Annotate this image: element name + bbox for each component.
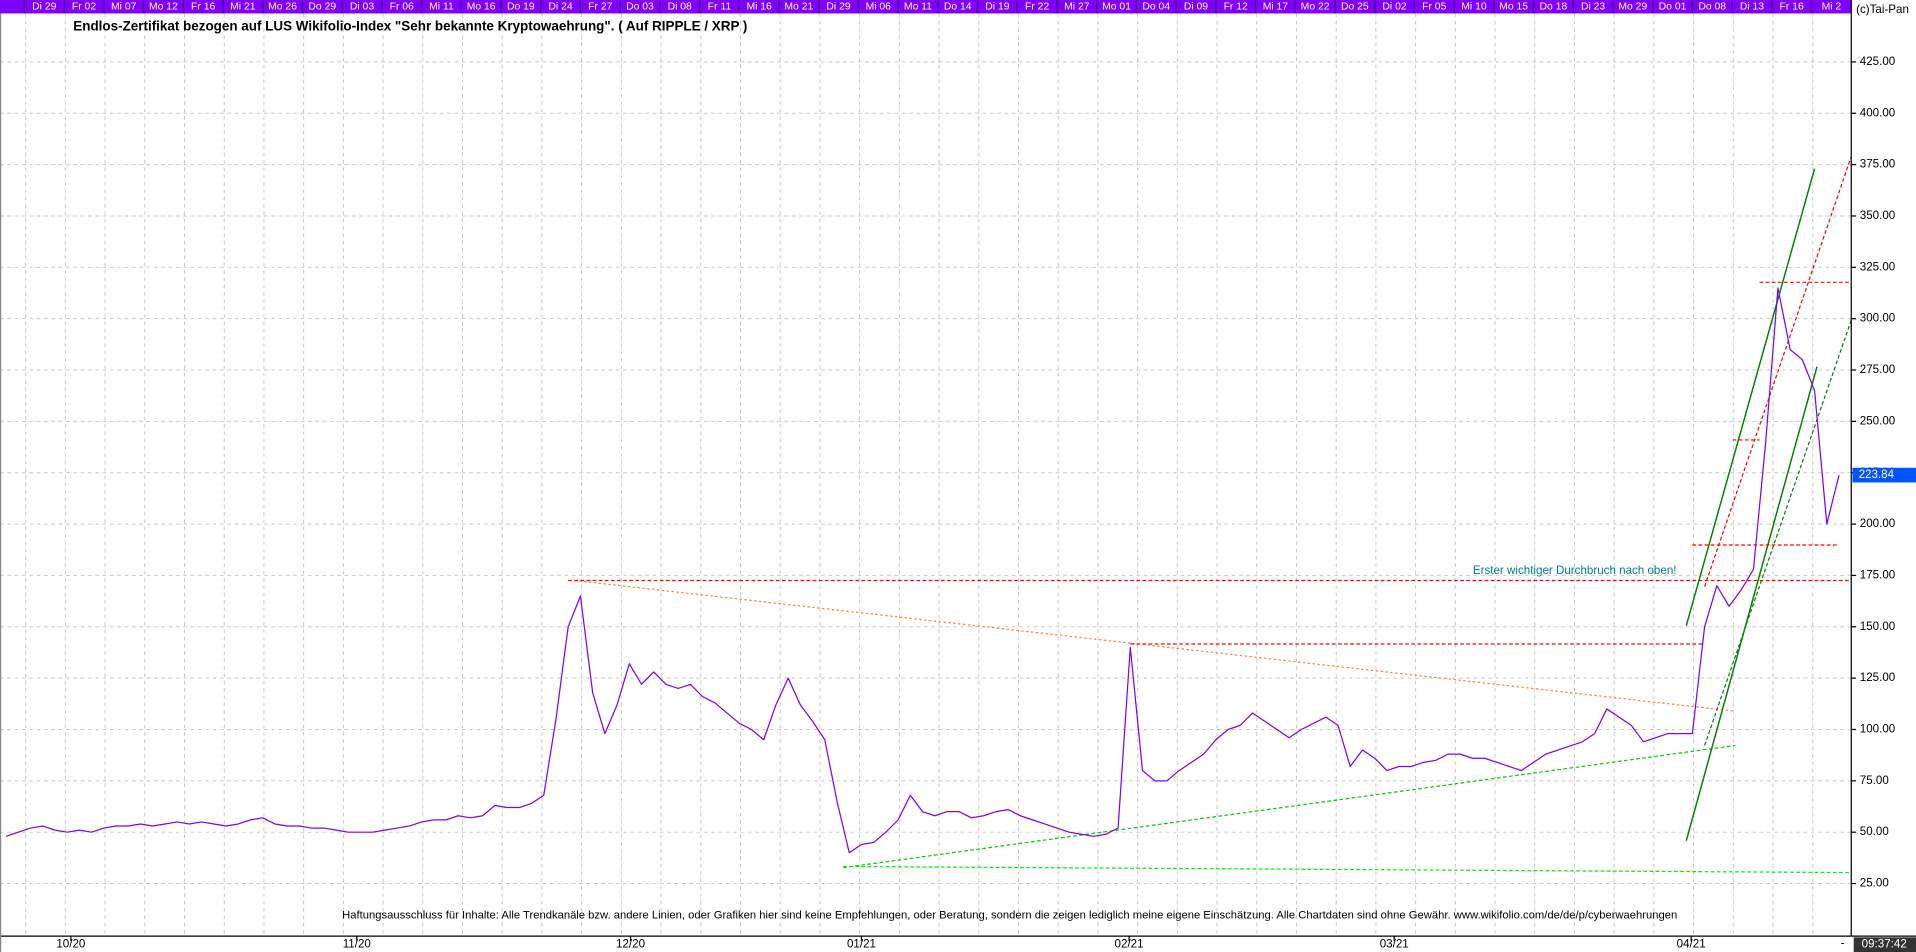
trend-line [1704,156,1852,587]
y-tick-label: 200.00 [1860,517,1895,530]
trend-line [574,579,1736,712]
y-tick-label: 300.00 [1860,312,1895,325]
top-date-label: Mo 21 [784,1,813,12]
last-value-label: 223.84 [1859,468,1895,481]
top-date-label: Fr 06 [390,1,414,12]
y-tick-label: 375.00 [1860,158,1895,171]
y-tick-label: 150.00 [1860,620,1895,633]
trend-lines [568,156,1852,874]
y-tick-label: 350.00 [1860,209,1895,222]
top-date-label: Di 29 [32,1,56,12]
top-date-label: Fr 22 [1025,1,1049,12]
top-date-label: Fr 05 [1422,1,1446,12]
top-date-label: Mi 2 [1822,1,1842,12]
top-date-label: Di 24 [548,1,572,12]
top-date-label: Mi 27 [1064,1,1090,12]
top-date-label: Mi 17 [1263,1,1289,12]
top-date-label: Mo 11 [904,1,932,12]
y-tick-label: 25.00 [1860,877,1889,890]
y-tick-label: 400.00 [1860,106,1895,119]
bottom-marker: - [1841,937,1845,950]
top-date-label: Mo 22 [1301,1,1330,12]
top-date-label: Do 18 [1540,1,1568,12]
top-date-label: Di 13 [1740,1,1764,12]
top-date-label: Fr 11 [708,1,732,12]
top-date-label: Do 19 [507,1,535,12]
top-date-label: Mo 26 [268,1,297,12]
top-date-label: Do 29 [308,1,336,12]
top-date-label: Mo 12 [149,1,178,12]
copyright: (c)Tai-Pan [1856,3,1909,16]
top-date-label: Mi 11 [429,1,454,12]
top-date-label: Fr 16 [1780,1,1804,12]
x-tick-label: 10/20 [56,938,85,951]
x-tick-label: 11/20 [343,938,371,951]
top-date-label: Mo 29 [1618,1,1647,12]
top-date-label: Mo 15 [1499,1,1528,12]
top-date-label: Do 01 [1659,1,1687,12]
top-date-label: Fr 02 [72,1,96,12]
top-date-label: Mi 06 [866,1,892,12]
top-date-label: Di 29 [826,1,850,12]
top-date-label: Di 19 [985,1,1009,12]
disclaimer: Haftungsausschluss für Inhalte: Alle Tre… [342,909,1677,921]
top-date-label: Mo 01 [1102,1,1131,12]
top-date-label: Fr 27 [588,1,612,12]
top-date-label: Do 14 [944,1,972,12]
top-date-label: Di 02 [1382,1,1406,12]
price-line [5,287,1840,854]
grid [0,13,1852,937]
last-value-box [1852,467,1916,483]
top-date-label: Do 25 [1341,1,1369,12]
chart-title: Endlos-Zertifikat bezogen auf LUS Wikifo… [73,18,747,33]
top-date-label: Di 03 [350,1,374,12]
annotation: Erster wichtiger Durchbruch nach oben! [1473,564,1677,577]
top-date-label: Mi 21 [230,1,256,12]
top-date-label: Do 08 [1698,1,1726,12]
y-tick-label: 425.00 [1860,55,1895,68]
x-tick-label: 03/21 [1380,938,1409,951]
top-date-label: Mi 10 [1461,1,1487,12]
trend-line [843,744,1736,869]
top-date-label: Di 09 [1184,1,1208,12]
y-tick-label: 175.00 [1860,568,1895,581]
x-tick-label: 02/21 [1115,938,1144,951]
timestamp-box [1853,937,1916,952]
y-tick-label: 75.00 [1860,774,1889,787]
y-tick-label: 50.00 [1860,825,1889,838]
y-tick-label: 325.00 [1860,260,1895,273]
trend-line [1685,168,1816,626]
plot [5,287,1840,854]
y-tick-label: 250.00 [1860,414,1895,427]
top-date-label: Fr 12 [1224,1,1248,12]
x-tick-label: 04/21 [1677,938,1706,951]
trend-line [843,865,1852,874]
top-date-label: Mi 07 [111,1,137,12]
y-tick-label: 125.00 [1860,671,1895,684]
trend-line [1685,366,1818,841]
y-tick-label: 275.00 [1860,363,1895,376]
x-tick-label: 01/21 [847,938,876,951]
trend-line [1704,319,1852,746]
top-date-label: Mo 16 [467,1,496,12]
top-date-label: Mi 16 [746,1,772,12]
y-tick-label: 100.00 [1860,723,1895,736]
top-date-label: Di 23 [1581,1,1605,12]
date-strip [0,0,1852,14]
timestamp: 09:37:42 [1862,938,1907,951]
top-date-label: Do 03 [626,1,654,12]
top-date-label: Di 08 [668,1,692,12]
top-date-label: Do 04 [1142,1,1170,12]
top-date-label: Fr 16 [191,1,215,12]
x-tick-label: 12/20 [616,938,645,951]
